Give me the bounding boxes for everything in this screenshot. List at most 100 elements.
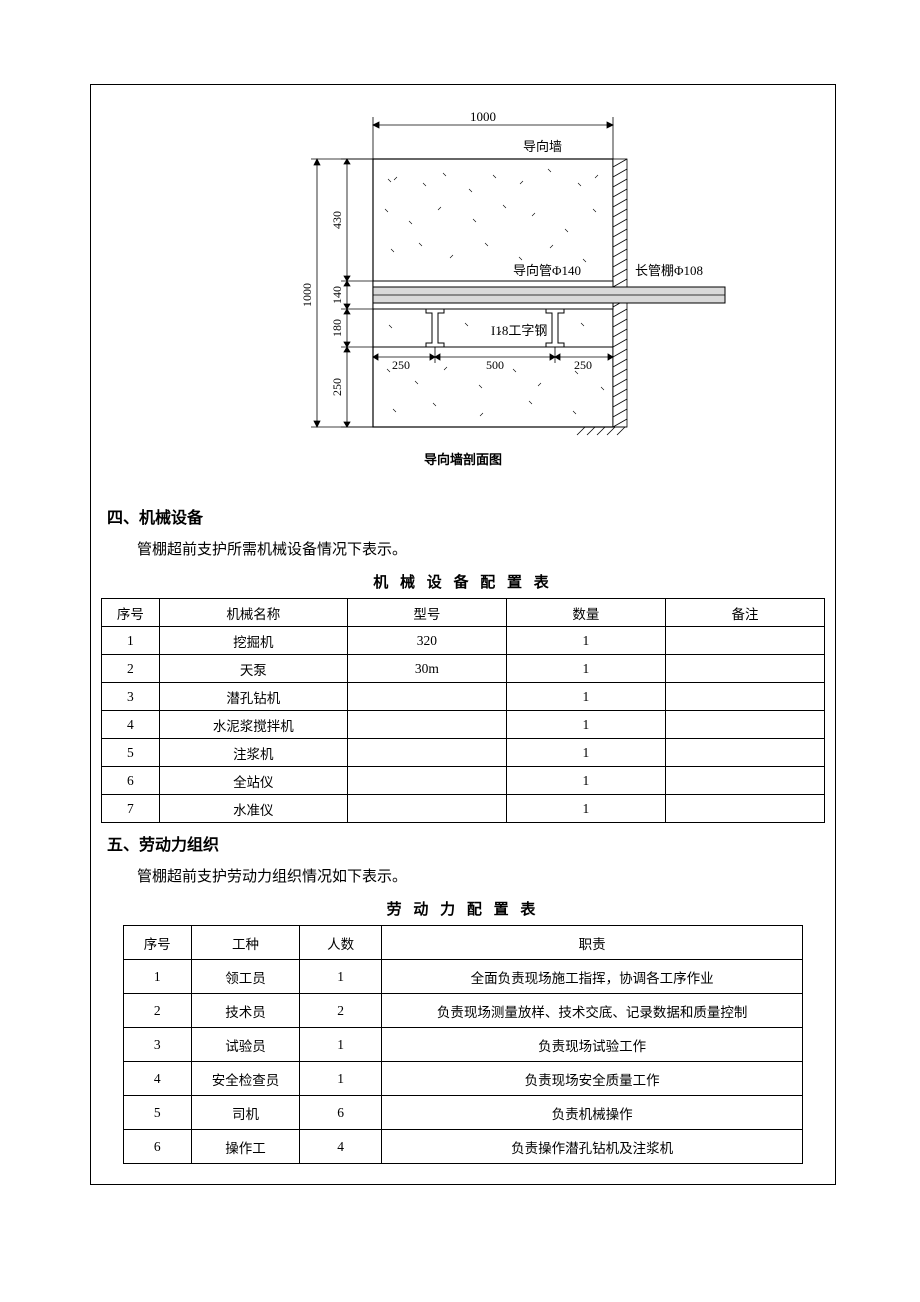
equipment-row: 6全站仪 1 — [102, 767, 825, 795]
table-cell: 3 — [123, 1028, 191, 1062]
table-header: 职责 — [381, 926, 802, 960]
table-cell: 潜孔钻机 — [159, 683, 347, 711]
table-cell: 320 — [347, 627, 506, 655]
long-pipe-label: 长管棚Φ108 — [635, 263, 703, 278]
dim-left-1000: 1000 — [300, 283, 314, 307]
table-cell — [347, 795, 506, 823]
table-cell: 负责现场试验工作 — [381, 1028, 802, 1062]
table-cell — [347, 683, 506, 711]
table-cell — [347, 711, 506, 739]
ibeam-label: I18工字钢 — [491, 323, 547, 338]
table-cell: 5 — [123, 1096, 191, 1130]
equipment-row: 2天泵30m1 — [102, 655, 825, 683]
table-cell: 6 — [300, 1096, 382, 1130]
dim-140: 140 — [330, 286, 344, 304]
dim-bot-500: 500 — [486, 358, 504, 372]
labor-row: 2技术员2负责现场测量放样、技术交底、记录数据和质量控制 — [123, 994, 803, 1028]
diagram-svg: 1000 导向墙 导向管Φ140 长管棚Φ108 I18工字钢 250 500 — [183, 109, 743, 439]
table-cell: 3 — [102, 683, 160, 711]
table-cell: 1 — [506, 627, 665, 655]
table-cell: 30m — [347, 655, 506, 683]
table-cell: 1 — [102, 627, 160, 655]
table-header: 工种 — [191, 926, 300, 960]
table-header: 机械名称 — [159, 599, 347, 627]
table-cell: 4 — [123, 1062, 191, 1096]
table-cell: 1 — [506, 711, 665, 739]
equipment-row: 7水准仪 1 — [102, 795, 825, 823]
table-cell: 7 — [102, 795, 160, 823]
guide-wall-diagram: 1000 导向墙 导向管Φ140 长管棚Φ108 I18工字钢 250 500 — [101, 109, 825, 439]
labor-row: 1领工员1全面负责现场施工指挥，协调各工序作业 — [123, 960, 803, 994]
table-cell: 1 — [506, 795, 665, 823]
table-cell: 2 — [300, 994, 382, 1028]
table-cell — [665, 655, 824, 683]
table-cell: 1 — [300, 1028, 382, 1062]
table-cell: 全站仪 — [159, 767, 347, 795]
dim-bot-250r: 250 — [574, 358, 592, 372]
equipment-row: 1挖掘机3201 — [102, 627, 825, 655]
table-cell: 1 — [300, 1062, 382, 1096]
equipment-table: 序号机械名称型号数量备注 1挖掘机32012天泵30m13潜孔钻机14水泥浆搅拌… — [101, 598, 825, 823]
labor-row: 6操作工4负责操作潜孔钻机及注浆机 — [123, 1130, 803, 1164]
table-cell: 2 — [102, 655, 160, 683]
table-cell: 2 — [123, 994, 191, 1028]
table-cell: 1 — [506, 683, 665, 711]
table-cell: 负责操作潜孔钻机及注浆机 — [381, 1130, 802, 1164]
table-cell: 水泥浆搅拌机 — [159, 711, 347, 739]
table-cell — [347, 739, 506, 767]
dim-180: 180 — [330, 319, 344, 337]
section4-heading: 四、机械设备 — [101, 504, 825, 528]
table-header: 备注 — [665, 599, 824, 627]
table-cell: 挖掘机 — [159, 627, 347, 655]
table-cell: 负责现场安全质量工作 — [381, 1062, 802, 1096]
section5-heading: 五、劳动力组织 — [101, 831, 825, 855]
table-header: 序号 — [123, 926, 191, 960]
labor-row: 4安全检查员1负责现场安全质量工作 — [123, 1062, 803, 1096]
dim-250v: 250 — [330, 378, 344, 396]
table-cell: 负责机械操作 — [381, 1096, 802, 1130]
table-cell: 1 — [123, 960, 191, 994]
table-cell — [665, 739, 824, 767]
table-cell: 安全检查员 — [191, 1062, 300, 1096]
table-cell — [665, 711, 824, 739]
table-header: 人数 — [300, 926, 382, 960]
table-cell — [665, 795, 824, 823]
diagram-inside-title: 导向墙 — [523, 139, 562, 154]
equipment-row: 4水泥浆搅拌机1 — [102, 711, 825, 739]
diagram-caption: 导向墙剖面图 — [101, 449, 825, 468]
section4-para: 管棚超前支护所需机械设备情况下表示。 — [101, 538, 825, 559]
table-cell: 1 — [506, 767, 665, 795]
labor-row: 3试验员1负责现场试验工作 — [123, 1028, 803, 1062]
table-cell: 5 — [102, 739, 160, 767]
dim-430: 430 — [330, 211, 344, 229]
table-cell: 负责现场测量放样、技术交底、记录数据和质量控制 — [381, 994, 802, 1028]
table-cell: 6 — [102, 767, 160, 795]
table-cell — [347, 767, 506, 795]
table-cell — [665, 627, 824, 655]
table-cell: 领工员 — [191, 960, 300, 994]
equipment-table-title: 机 械 设 备 配 置 表 — [101, 571, 825, 592]
equipment-row: 3潜孔钻机 1 — [102, 683, 825, 711]
table-cell: 天泵 — [159, 655, 347, 683]
table-cell: 4 — [300, 1130, 382, 1164]
table-header: 序号 — [102, 599, 160, 627]
table-cell: 1 — [506, 655, 665, 683]
equipment-row: 5注浆机 1 — [102, 739, 825, 767]
table-cell: 司机 — [191, 1096, 300, 1130]
labor-table-title: 劳 动 力 配 置 表 — [101, 898, 825, 919]
table-cell — [665, 683, 824, 711]
table-cell: 技术员 — [191, 994, 300, 1028]
table-cell: 1 — [300, 960, 382, 994]
table-cell: 6 — [123, 1130, 191, 1164]
table-cell: 水准仪 — [159, 795, 347, 823]
table-cell: 试验员 — [191, 1028, 300, 1062]
labor-table: 序号工种人数职责 1领工员1全面负责现场施工指挥，协调各工序作业2技术员2负责现… — [123, 925, 804, 1164]
labor-row: 5司机6负责机械操作 — [123, 1096, 803, 1130]
table-cell: 操作工 — [191, 1130, 300, 1164]
table-header: 数量 — [506, 599, 665, 627]
table-cell: 1 — [506, 739, 665, 767]
table-cell: 全面负责现场施工指挥，协调各工序作业 — [381, 960, 802, 994]
dim-top: 1000 — [470, 109, 496, 124]
table-cell: 注浆机 — [159, 739, 347, 767]
table-cell — [665, 767, 824, 795]
